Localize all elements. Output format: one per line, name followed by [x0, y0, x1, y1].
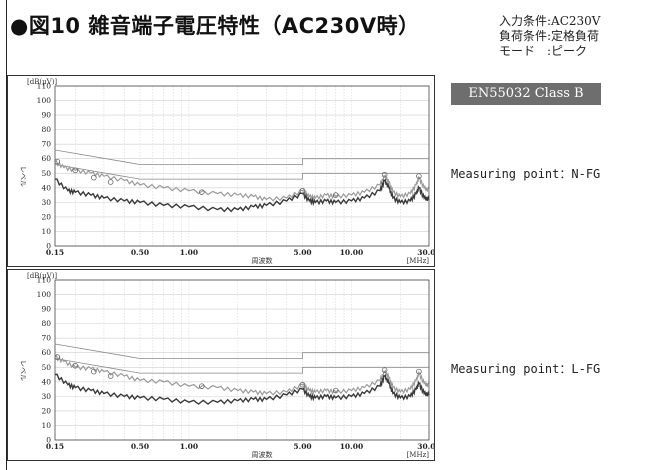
peak-marker — [107, 179, 114, 185]
x-tick-label: 30.00 — [417, 442, 434, 451]
y-tick-label: 110 — [37, 276, 52, 285]
trace-peak — [54, 159, 430, 202]
y-tick-label: 30 — [41, 198, 51, 207]
x-tick-label: 0.15 — [46, 442, 64, 451]
x-tick-label: 5.00 — [293, 248, 311, 257]
peak-marker — [107, 373, 114, 379]
x-unit-label: [MHz] — [407, 451, 430, 459]
measuring-point-l-fg: Measuring point：L-FG — [451, 362, 601, 376]
y-tick-label: 40 — [41, 183, 51, 192]
trace-average — [54, 373, 430, 405]
trace-peak — [54, 355, 430, 396]
y-tick-label: 10 — [41, 421, 51, 430]
y-tick-label: 70 — [41, 334, 51, 343]
x-axis-label: 周波数 — [252, 450, 273, 459]
plot-area-border — [54, 279, 430, 441]
peak-marker — [54, 354, 61, 360]
peak-marker — [299, 187, 306, 194]
peak-marker — [416, 368, 422, 375]
limit-line — [54, 149, 429, 165]
peak-marker — [416, 173, 422, 179]
x-unit-label: [MHz] — [407, 257, 430, 265]
y-tick-label: 60 — [41, 154, 51, 163]
limit-line — [54, 358, 429, 374]
peak-marker — [91, 174, 97, 181]
y-tick-label: 110 — [37, 82, 52, 91]
x-tick-label: 0.50 — [131, 248, 149, 257]
y-tick-label: 50 — [41, 363, 51, 372]
peak-marker — [299, 381, 306, 388]
y-tick-label: 50 — [41, 169, 51, 178]
chart-l-fg-plot: 0 10 20 30 40 50 60 70 80 90 100 110 0.15 0.50 1.00 5.0… — [19, 272, 434, 459]
peak-marker — [198, 189, 205, 195]
x-tick-label: 10.00 — [340, 248, 364, 257]
peak-marker — [332, 387, 339, 394]
x-tick-label: 1.00 — [180, 442, 198, 451]
chart-l-fg: 0 10 20 30 40 50 60 70 80 90 100 110 0.15 0.50 1.00 5.0… — [7, 269, 435, 461]
y-tick-label: 90 — [41, 111, 51, 120]
y-tick-label: 20 — [41, 406, 51, 415]
y-tick-label: 30 — [41, 392, 51, 401]
x-tick-label: 0.50 — [131, 442, 149, 451]
y-unit-label: [dB(μV)] — [27, 272, 57, 280]
condition-mode: モード :ピーク — [499, 44, 588, 58]
standard-badge: EN55032 Class B — [451, 83, 601, 105]
limit-line — [54, 164, 429, 180]
y-tick-label: 40 — [41, 377, 51, 386]
y-tick-label: 20 — [41, 212, 51, 221]
peak-marker — [332, 192, 339, 198]
y-tick-label: 0 — [46, 242, 51, 251]
chart-n-fg-plot: 0 10 20 30 40 50 60 70 80 90 100 110 0.15 0.50 1.00 5.0… — [19, 78, 434, 265]
y-tick-label: 70 — [41, 140, 51, 149]
measuring-point-n-fg: Measuring point：N-FG — [451, 167, 601, 181]
page-frame-line — [6, 0, 7, 470]
y-tick-label: 0 — [46, 436, 51, 445]
y-axis-label: レベル — [19, 360, 27, 381]
x-tick-label: 10.00 — [340, 442, 364, 451]
plot-area-border — [54, 85, 430, 247]
limit-line — [54, 343, 429, 359]
y-tick-label: 10 — [41, 227, 51, 236]
x-axis-label: 周波数 — [252, 256, 273, 265]
peak-marker — [72, 167, 79, 174]
peak-marker — [72, 363, 79, 369]
y-unit-label: [dB(μV)] — [27, 78, 57, 86]
peak-marker — [198, 383, 205, 389]
x-tick-label: 30.00 — [417, 248, 434, 257]
test-conditions: 入力条件:AC230V 負荷条件:定格負荷 モード :ピーク — [499, 14, 600, 59]
condition-load: 負荷条件:定格負荷 — [499, 29, 600, 43]
trace-average — [54, 178, 430, 213]
peak-marker — [381, 367, 388, 373]
condition-input: 入力条件:AC230V — [499, 14, 601, 28]
x-tick-label: 5.00 — [293, 442, 311, 451]
y-tick-label: 60 — [41, 348, 51, 357]
y-tick-label: 100 — [37, 290, 52, 299]
peak-marker — [91, 368, 97, 375]
peak-marker — [54, 158, 61, 165]
x-tick-label: 0.15 — [46, 248, 64, 257]
y-tick-label: 80 — [41, 125, 51, 134]
peak-marker — [381, 171, 388, 178]
page-title: ●図10 雑音端子電圧特性（AC230V時） — [10, 14, 420, 38]
y-tick-label: 80 — [41, 319, 51, 328]
chart-n-fg: 0 10 20 30 40 50 60 70 80 90 100 110 0.15 0.50 1.00 5.0… — [7, 75, 435, 267]
y-axis-label: レベル — [19, 166, 27, 187]
y-tick-label: 100 — [37, 96, 52, 105]
y-tick-label: 90 — [41, 305, 51, 314]
x-tick-label: 1.00 — [180, 248, 198, 257]
